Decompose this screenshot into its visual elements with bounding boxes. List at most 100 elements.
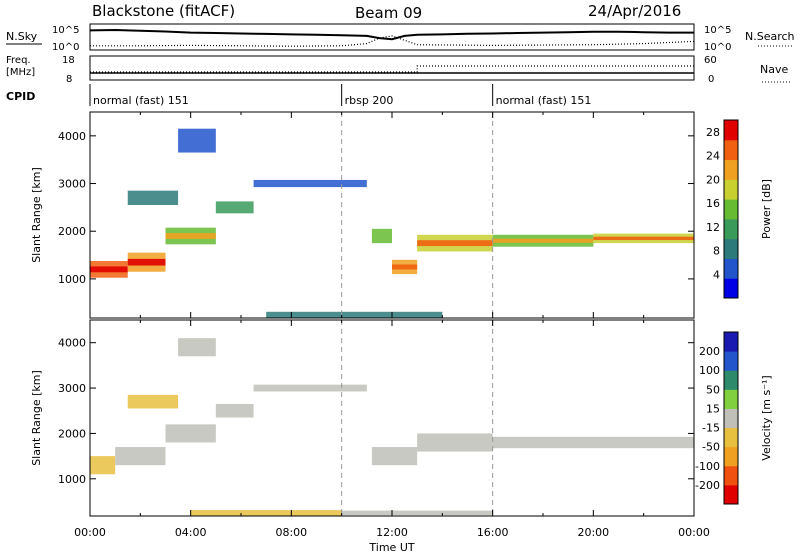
x-tick-label: 04:00 (175, 526, 207, 539)
colorbar-segment (724, 370, 738, 390)
colorbar-frame (723, 119, 739, 299)
nave-tick-high: 60 (704, 55, 717, 66)
colorbar-frame (723, 331, 739, 505)
y-tick-label: 2000 (58, 225, 86, 238)
echo-band (178, 128, 216, 153)
x-tick-label: 20:00 (577, 526, 609, 539)
colorbar-segment (724, 120, 738, 141)
colorbar-tick-label: 100 (699, 364, 720, 377)
colorbar-segment (724, 238, 738, 259)
y-tick-label: 3000 (58, 382, 86, 395)
colorbar-tick-label: 15 (706, 402, 720, 415)
echo-band (266, 311, 443, 318)
freq-panel-frame (89, 55, 695, 81)
colorbar-tick-label: 20 (706, 173, 720, 186)
colorbar-tick-label: 28 (706, 126, 720, 139)
date-title: 24/Apr/2016 (588, 2, 681, 20)
echo-band-core (593, 236, 694, 241)
noise-search-line (90, 35, 695, 47)
y-axis-label: Slant Range [km] (30, 167, 43, 263)
colorbar-segment (724, 446, 738, 467)
colorbar-tick-label: 8 (713, 245, 720, 258)
cpid-segment-label: normal (fast) 151 (496, 94, 592, 107)
colorbar-segment (724, 199, 738, 220)
colorbar-segment (724, 484, 738, 505)
colorbar-tick-label: 24 (706, 150, 720, 163)
noise-tick-right-high: 10^5 (704, 25, 731, 36)
colorbar-segment (724, 258, 738, 279)
noise-sky-line (89, 28, 694, 41)
echo-band (115, 447, 166, 466)
echo-band-core (417, 240, 493, 247)
noise-panel-frame (89, 23, 695, 51)
x-tick-label: 16:00 (477, 526, 509, 539)
echo-band (341, 510, 493, 516)
nave-tick-low: 0 (708, 74, 714, 85)
freq-label-line1: Freq. (6, 55, 31, 66)
echo-band (190, 510, 342, 516)
cpid-label: CPID (6, 90, 35, 103)
echo-band (165, 424, 216, 443)
nave-line (90, 65, 694, 73)
colorbar-tick-label: 16 (706, 197, 720, 210)
echo-band (215, 403, 254, 418)
colorbar-label: Power [dB] (760, 179, 773, 239)
colorbar-segment (724, 465, 738, 486)
x-tick-label: 08:00 (275, 526, 307, 539)
colorbar-segment (724, 408, 738, 429)
x-axis-label: Time UT (368, 541, 414, 554)
echo-band (127, 394, 179, 409)
freq-tick-low: 8 (66, 74, 72, 85)
echo-band (253, 179, 367, 188)
colorbar-label: Velocity [m s⁻¹] (760, 375, 773, 460)
nave-label: Nave (760, 63, 788, 76)
cpid-segment-label: normal (fast) 151 (93, 94, 189, 107)
noise-panel: N.Sky 10^5 10^0 10^5 10^0 N.Search (6, 23, 795, 53)
echo-band-core (392, 264, 418, 270)
echo-band (178, 338, 216, 357)
y-tick-label: 4000 (58, 130, 86, 143)
nsky-label: N.Sky (6, 30, 38, 43)
freq-panel: Freq. [MHz] 18 8 60 0 Nave (6, 55, 792, 85)
colorbar-tick-label: -100 (695, 460, 720, 473)
colorbar-segment (724, 278, 738, 299)
colorbar-segment (724, 427, 738, 448)
colorbar-tick-label: -200 (695, 479, 720, 492)
y-tick-label: 4000 (58, 337, 86, 350)
noise-tick-left-high: 10^5 (52, 25, 79, 36)
echo-band-core (492, 238, 594, 243)
echo-band (253, 384, 367, 392)
beam-title: Beam 09 (355, 4, 422, 22)
echo-band-core (165, 233, 216, 239)
echo-band (90, 456, 116, 475)
noise-tick-left-low: 10^0 (52, 42, 79, 53)
colorbar-tick-label: -15 (702, 422, 720, 435)
x-tick-label: 12:00 (376, 526, 408, 539)
echo-band (492, 436, 694, 449)
power-colorbar: 28 24 20 16 12 8 4 Power [dB] (706, 119, 773, 299)
echo-band (127, 190, 179, 205)
velocity-colorbar: 200 100 50 15 -15 -50 -100 -200 Velocity [m s⁻¹] (695, 331, 773, 505)
colorbar-segment (724, 332, 738, 352)
colorbar-tick-label: -50 (702, 441, 720, 454)
echo-band (417, 433, 493, 452)
x-tick-label: 00:00 (678, 526, 710, 539)
noise-tick-right-low: 10^0 (704, 42, 731, 53)
colorbar-tick-label: 4 (713, 268, 720, 281)
echo-band-core (90, 266, 128, 273)
y-axis-label: Slant Range [km] (30, 370, 43, 466)
velocity-panel: 1000 2000 3000 4000 Slant Range [km] (30, 319, 695, 517)
echo-band (371, 228, 392, 244)
station-title: Blackstone (fitACF) (92, 2, 235, 20)
nsearch-label: N.Search (745, 30, 795, 43)
echo-band (371, 447, 418, 466)
y-tick-label: 3000 (58, 178, 86, 191)
x-tick-label: 00:00 (74, 526, 106, 539)
colorbar-segment (724, 351, 738, 371)
x-axis: 00:00 04:00 08:00 12:00 16:00 20:00 00:00 (74, 526, 710, 539)
colorbar-segment (724, 159, 738, 180)
colorbar-segment (724, 139, 738, 161)
y-tick-label: 1000 (58, 473, 86, 486)
